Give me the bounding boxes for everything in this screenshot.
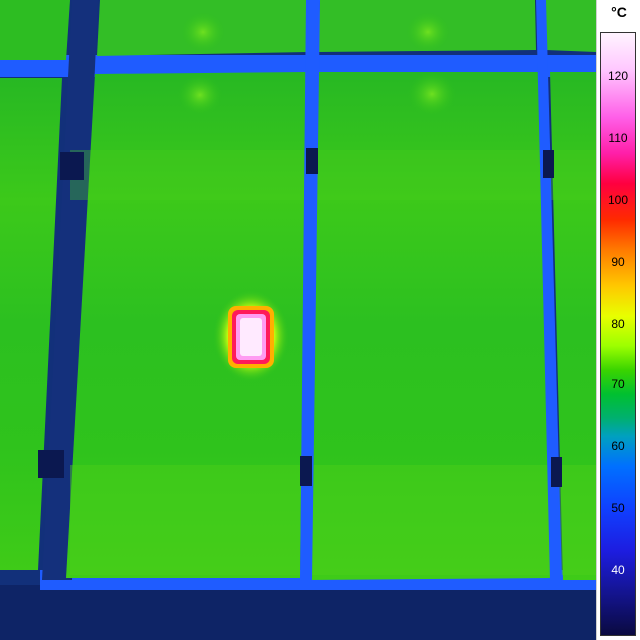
scale-tick: 100 [607, 193, 629, 207]
panel-clamp [543, 150, 554, 178]
solar-panel-top [545, 0, 596, 52]
ground-bottom [0, 585, 596, 640]
solar-panel [0, 78, 62, 570]
panel-clamp [551, 457, 562, 487]
warm-spot [178, 75, 222, 115]
scale-tick: 40 [611, 563, 625, 577]
frame-rail [0, 55, 596, 77]
hotspot [213, 290, 289, 382]
panel-clamp [60, 152, 84, 180]
warm-spot [406, 12, 450, 52]
color-bar [600, 32, 636, 636]
panel-gap [42, 0, 98, 580]
scale-tick: 50 [611, 501, 625, 515]
temperature-scale: °C 120 110 100 90 80 70 60 50 40 [596, 0, 640, 640]
panel-gap [300, 0, 320, 580]
panel-clamp [38, 450, 64, 478]
panel-clamp [306, 148, 318, 174]
scale-tick: 90 [611, 255, 625, 269]
scale-tick: 70 [611, 377, 625, 391]
scale-tick: 110 [608, 131, 628, 145]
scale-unit-label: °C [611, 4, 627, 20]
panel-gap [536, 0, 562, 580]
warm-spot [181, 12, 225, 52]
solar-panel [308, 72, 552, 580]
scale-tick: 120 [607, 69, 629, 83]
solar-panel-top [0, 0, 70, 60]
solar-panel [66, 72, 306, 578]
panel-clamp [300, 456, 312, 486]
scale-tick: 80 [611, 317, 625, 331]
scale-tick: 60 [611, 439, 625, 453]
warm-spot [408, 72, 456, 116]
panel-band [70, 150, 596, 200]
solar-panel [550, 72, 596, 580]
panel-band [70, 465, 596, 575]
